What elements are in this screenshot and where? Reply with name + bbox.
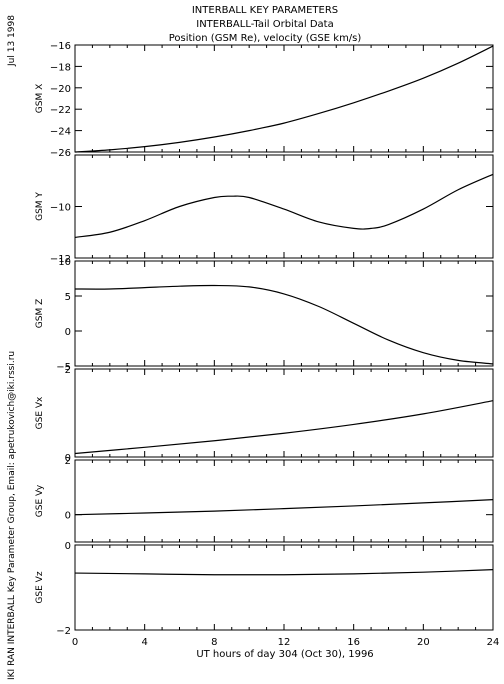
panel-frame bbox=[74, 260, 494, 367]
x-tick-label: 4 bbox=[141, 637, 147, 648]
y-axis-label: GSM Z bbox=[35, 299, 45, 328]
y-tick-label: −26 bbox=[50, 148, 71, 159]
x-tick-labels: 0 4 8 12 16 20 24 bbox=[72, 637, 500, 648]
y-tick-label: 5 bbox=[65, 292, 71, 303]
x-tick-label: 8 bbox=[211, 637, 217, 648]
y-tick-label: −12 bbox=[50, 254, 71, 265]
x-tick-label: 12 bbox=[278, 637, 291, 648]
series-line bbox=[74, 400, 494, 455]
panel-frame bbox=[74, 44, 494, 153]
y-tick-label: −24 bbox=[50, 127, 71, 138]
x-tick-label: 24 bbox=[487, 637, 500, 648]
title-line-1: INTERBALL KEY PARAMETERS bbox=[192, 5, 338, 16]
x-tick-label: 16 bbox=[347, 637, 360, 648]
y-axis-label: GSM X bbox=[35, 84, 45, 113]
panel-2: −5 0 5 10 GSM Z bbox=[35, 257, 494, 373]
title-line-2: INTERBALL-Tail Orbital Data bbox=[196, 19, 333, 30]
y-tick-label: 0 bbox=[65, 327, 71, 338]
y-tick-label: −16 bbox=[50, 41, 71, 52]
panel-1: −12 −10 GSM Y bbox=[35, 154, 494, 265]
panel-frame bbox=[74, 154, 494, 259]
panel-5: −2 0 GSE Vz bbox=[35, 541, 494, 637]
panel-0: −26 −24 −22 −20 −18 −16 GSM X bbox=[35, 41, 494, 159]
y-tick-label: −22 bbox=[50, 105, 71, 116]
y-axis-label: GSE Vx bbox=[35, 396, 45, 429]
x-tick-label: 20 bbox=[417, 637, 430, 648]
y-tick-label: 0 bbox=[65, 453, 71, 464]
y-axis-label: GSE Vy bbox=[35, 484, 45, 517]
y-tick-label: −2 bbox=[56, 626, 71, 637]
y-tick-label: −18 bbox=[50, 62, 71, 73]
y-tick-label: 0 bbox=[65, 511, 71, 522]
panel-frame bbox=[74, 544, 494, 631]
y-axis-label: GSE Vz bbox=[35, 571, 45, 603]
y-tick-label: −20 bbox=[50, 84, 71, 95]
series-line bbox=[74, 173, 494, 238]
y-axis-label: GSM Y bbox=[35, 192, 45, 221]
series-line bbox=[74, 284, 494, 365]
x-axis-label: UT hours of day 304 (Oct 30), 1996 bbox=[196, 649, 373, 660]
title-line-3: Position (GSM Re), velocity (GSE km/s) bbox=[169, 33, 362, 44]
y-tick-label: 10 bbox=[58, 257, 71, 268]
panel-frame bbox=[74, 459, 494, 543]
side-date: Jul 13 1998 bbox=[7, 15, 17, 67]
series-line bbox=[74, 499, 494, 516]
y-tick-label: −10 bbox=[50, 203, 71, 214]
y-tick-label: 2 bbox=[65, 365, 71, 376]
y-tick-label: 0 bbox=[65, 541, 71, 552]
series-line bbox=[74, 569, 494, 576]
series-line bbox=[74, 45, 494, 153]
y-tick-label: −5 bbox=[56, 362, 71, 373]
side-credit: IKI RAN INTERBALL Key Parameter Group, E… bbox=[7, 351, 17, 680]
x-tick-label: 0 bbox=[72, 637, 78, 648]
y-tick-label: 2 bbox=[65, 456, 71, 467]
